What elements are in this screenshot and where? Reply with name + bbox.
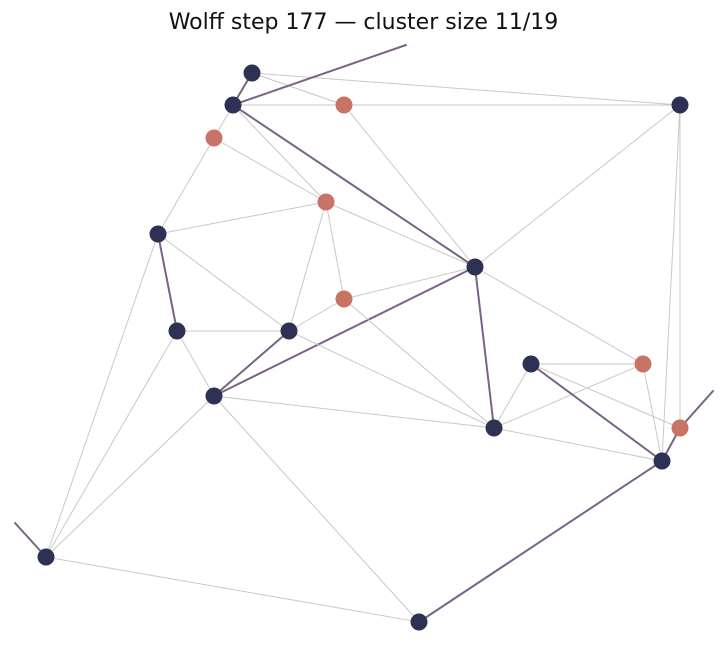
graph-edge bbox=[288, 201, 327, 332]
graph-edge bbox=[45, 330, 178, 558]
graph-edge bbox=[288, 298, 345, 332]
cluster-node bbox=[205, 387, 223, 405]
graph-edge bbox=[343, 266, 476, 300]
graph-edge bbox=[474, 104, 681, 268]
graph-edge bbox=[251, 72, 345, 106]
graph-edge bbox=[343, 298, 495, 429]
graph-edge bbox=[213, 395, 495, 429]
graph-edge bbox=[493, 363, 644, 429]
cluster-node bbox=[168, 322, 186, 340]
cluster-edge bbox=[213, 330, 290, 397]
graph-edge bbox=[661, 104, 681, 462]
cluster-edge bbox=[530, 363, 663, 462]
graph-edge bbox=[493, 427, 663, 462]
non-cluster-node bbox=[634, 355, 652, 373]
graph-edge bbox=[213, 137, 327, 203]
cluster-edge bbox=[474, 266, 495, 429]
cluster-edge bbox=[418, 460, 663, 623]
graph-edge bbox=[232, 104, 327, 203]
cluster-node bbox=[485, 419, 503, 437]
graph-edge bbox=[45, 556, 420, 623]
cluster-node bbox=[243, 64, 261, 82]
graph-edge bbox=[157, 233, 290, 332]
cluster-edge bbox=[232, 44, 407, 106]
graph-edge bbox=[325, 201, 476, 268]
nodes-layer bbox=[37, 64, 689, 631]
graph-edge bbox=[530, 363, 681, 429]
non-cluster-node bbox=[317, 193, 335, 211]
graph-edge bbox=[176, 330, 215, 397]
graph-edge bbox=[157, 201, 327, 235]
cluster-node bbox=[522, 355, 540, 373]
edges-layer bbox=[14, 44, 714, 623]
graph-edge bbox=[213, 395, 420, 623]
graph-edge bbox=[45, 395, 215, 558]
graph-edge bbox=[642, 363, 663, 462]
graph-edge bbox=[45, 233, 159, 558]
cluster-node bbox=[224, 96, 242, 114]
cluster-node bbox=[410, 613, 428, 631]
cluster-node bbox=[280, 322, 298, 340]
non-cluster-node bbox=[671, 419, 689, 437]
figure-title: Wolff step 177 — cluster size 11/19 bbox=[168, 10, 559, 35]
cluster-edge bbox=[213, 266, 476, 397]
graph-edge bbox=[288, 330, 495, 429]
cluster-node bbox=[653, 452, 671, 470]
graph-edge bbox=[251, 72, 681, 106]
graph-edge bbox=[493, 363, 532, 429]
cluster-edge bbox=[232, 104, 476, 268]
cluster-node bbox=[671, 96, 689, 114]
graph-edge bbox=[157, 137, 215, 235]
graph-edge bbox=[343, 104, 476, 268]
non-cluster-node bbox=[205, 129, 223, 147]
non-cluster-node bbox=[335, 290, 353, 308]
graph-edge bbox=[325, 201, 345, 300]
cluster-edge bbox=[157, 233, 178, 332]
cluster-node bbox=[466, 258, 484, 276]
non-cluster-node bbox=[335, 96, 353, 114]
cluster-node bbox=[149, 225, 167, 243]
graph-edge bbox=[474, 266, 644, 365]
cluster-node bbox=[37, 548, 55, 566]
